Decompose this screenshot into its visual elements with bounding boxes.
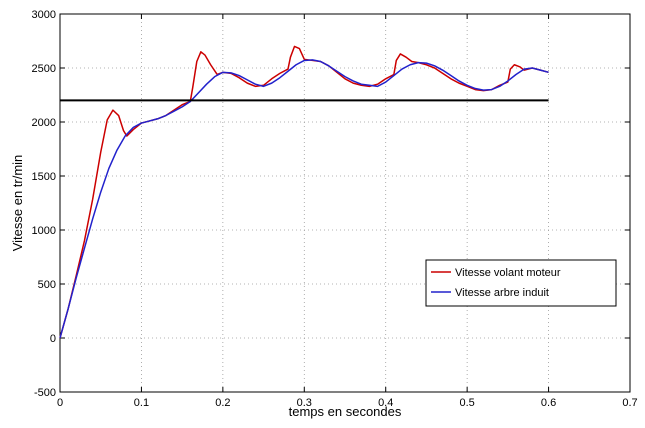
x-tick-label-0: 0 <box>57 397 63 409</box>
y-tick-label-0: 0 <box>50 333 56 345</box>
x-tick-label-0-6: 0.6 <box>541 397 556 409</box>
x-tick-label-0-3: 0.3 <box>297 397 312 409</box>
x-axis-label: temps en secondes <box>289 404 402 419</box>
x-tick-label-0-4: 0.4 <box>378 397 393 409</box>
y-tick-label-500: -500 <box>34 387 56 399</box>
x-tick-label-0-1: 0.1 <box>134 397 149 409</box>
y-tick-label-2500: 2500 <box>32 63 56 75</box>
y-tick-label-2000: 2000 <box>32 117 56 129</box>
x-tick-label-0-2: 0.2 <box>215 397 230 409</box>
y-tick-label-3000: 3000 <box>32 9 56 21</box>
y-axis-label: Vitesse en tr/min <box>10 155 25 252</box>
ticks: 0 0.1 0.2 0.3 0.4 0.5 0.6 0.7-50005001000150020… <box>32 9 638 409</box>
series-line-vitesse-arbre-induit <box>59 59 549 339</box>
legend: Vitesse volant moteur Vitesse arbre indu… <box>425 259 617 307</box>
y-tick-label-1000: 1000 <box>32 225 56 237</box>
legend-box <box>425 259 617 307</box>
legend-label-vitesse-volant-moteur: Vitesse volant moteur <box>455 267 561 279</box>
y-tick-label-1500: 1500 <box>32 171 56 183</box>
x-tick-label-0-7: 0.7 <box>622 397 637 409</box>
x-tick-label-0-5: 0.5 <box>459 397 474 409</box>
y-tick-label-500: 500 <box>38 279 56 291</box>
grid <box>60 14 630 392</box>
legend-label-vitesse-arbre-induit: Vitesse arbre induit <box>455 287 549 299</box>
series-layer <box>59 45 549 339</box>
